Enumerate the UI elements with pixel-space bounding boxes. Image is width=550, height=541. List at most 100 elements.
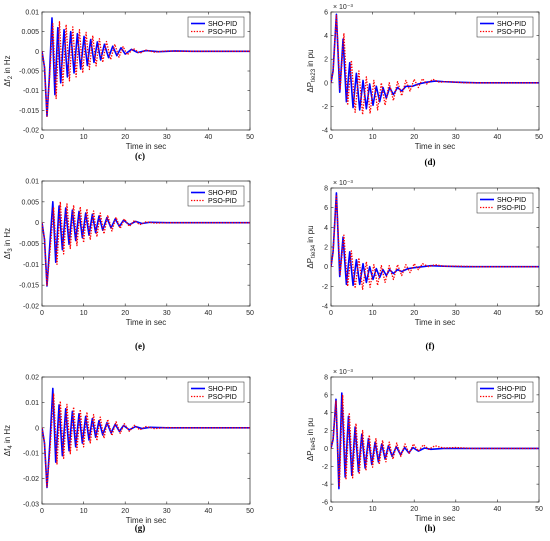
y-tick-label: -2	[322, 104, 328, 111]
y-tick-label: 0.005	[21, 199, 39, 206]
y-tick-label: 2	[324, 428, 328, 435]
y-exponent-label: × 10⁻³	[333, 180, 354, 187]
y-axis-label: Δf4 in Hz	[3, 425, 14, 456]
y-tick-label: 0.02	[25, 375, 39, 382]
y-exponent-label: × 10⁻³	[333, 369, 354, 376]
y-tick-label: -0.02	[23, 128, 39, 135]
y-axis-label-sub: tie45	[311, 437, 317, 451]
legend-box	[476, 192, 534, 214]
x-tick-label: 50	[535, 310, 543, 317]
chart-panel-e: 0 10 20 30 40 50 -0.02 -0.015 -0.01 -0.005 0 0.005 0…	[3, 179, 254, 352]
x-tick-label: 40	[205, 508, 213, 515]
y-axis-label-tail: in pu	[306, 225, 315, 245]
x-tick-label: 50	[246, 310, 254, 317]
y-axis-label-sub: tie34	[311, 244, 317, 258]
x-tick-label: 10	[80, 508, 88, 515]
panel-caption: (g)	[135, 523, 146, 533]
y-tick-label: 6	[324, 205, 328, 212]
y-axis-label: Δf3 in Hz	[3, 228, 14, 259]
y-axis-label-tail: in pu	[306, 49, 315, 69]
x-tick-label: 0	[329, 506, 333, 513]
legend-label-sho-pid: SHO-PID	[497, 21, 526, 28]
y-axis-label-main: ΔP	[306, 258, 315, 269]
y-tick-label: 0	[35, 425, 39, 432]
x-tick-label: 0	[40, 310, 44, 317]
series-line-sho-pid	[42, 387, 250, 489]
x-tick-label: 20	[410, 134, 418, 141]
y-exponent-label: × 10⁻³	[333, 4, 354, 11]
y-tick-label: -2	[322, 464, 328, 471]
x-tick-label: 20	[121, 134, 129, 141]
chart-panel-d: 0 10 20 30 40 50 -4 -2 0 2 4 6 × 10⁻³ Time in sec ΔPti…	[306, 4, 543, 167]
legend-label-pso-pid: PSO-PID	[208, 394, 237, 401]
y-axis-label: ΔPtie34 in pu	[306, 225, 317, 268]
y-tick-label: 6	[324, 10, 328, 17]
x-tick-label: 20	[121, 508, 129, 515]
y-tick-label: 0	[35, 49, 39, 56]
x-tick-label: 10	[80, 310, 88, 317]
x-axis-label: Time in sec	[126, 318, 167, 327]
y-tick-label: 0.01	[25, 10, 39, 17]
series-line-pso-pid	[42, 21, 250, 117]
y-tick-label: 4	[324, 410, 328, 417]
x-tick-label: 30	[452, 506, 460, 513]
x-tick-label: 30	[163, 310, 171, 317]
y-tick-label: -0.02	[23, 304, 39, 311]
x-tick-label: 10	[369, 310, 377, 317]
x-axis-label: Time in sec	[126, 142, 167, 151]
series-line-pso-pid	[331, 194, 539, 290]
y-axis-label-tail: in pu	[306, 418, 315, 438]
y-tick-label: -0.03	[23, 502, 39, 509]
y-tick-label: 8	[324, 375, 328, 382]
chart-panel-g: 0 10 20 30 40 50 -0.03 -0.02 -0.01 0 0.01 0.02 Time …	[3, 375, 254, 534]
legend-label-pso-pid: PSO-PID	[208, 29, 237, 36]
legend-label-pso-pid: PSO-PID	[497, 205, 526, 212]
x-tick-label: 0	[329, 310, 333, 317]
y-tick-label: 0.01	[25, 179, 39, 186]
x-tick-label: 30	[452, 134, 460, 141]
y-axis-label-main: ΔP	[306, 82, 315, 93]
panel-caption: (e)	[135, 341, 145, 351]
chart-panel-h: 0 10 20 30 40 50 -6 -4 -2 0 2 4 6 8 × 10⁻³ Time in sec Δ…	[306, 369, 543, 533]
y-tick-label: 4	[324, 33, 328, 40]
series-line-pso-pid	[331, 14, 539, 116]
x-tick-label: 50	[535, 506, 543, 513]
y-tick-label: 0	[324, 80, 328, 87]
x-tick-label: 0	[40, 508, 44, 515]
panel-caption: (h)	[425, 523, 436, 533]
y-tick-label: -4	[322, 482, 328, 489]
legend-label-pso-pid: PSO-PID	[208, 198, 237, 205]
y-axis-label-sub: 2	[8, 75, 14, 79]
legend-box	[476, 381, 534, 403]
legend-label-sho-pid: SHO-PID	[208, 190, 237, 197]
x-tick-label: 20	[121, 310, 129, 317]
legend-box	[187, 185, 245, 207]
x-tick-label: 50	[535, 134, 543, 141]
y-tick-label: 0.01	[25, 400, 39, 407]
y-tick-label: -0.02	[23, 476, 39, 483]
series-line-pso-pid	[42, 392, 250, 488]
x-tick-label: 20	[410, 310, 418, 317]
x-tick-label: 30	[452, 310, 460, 317]
y-tick-label: 0.005	[21, 29, 39, 36]
legend-label-sho-pid: SHO-PID	[208, 386, 237, 393]
y-tick-label: 0	[324, 446, 328, 453]
y-tick-label: 8	[324, 186, 328, 193]
y-axis-label: Δf2 in Hz	[3, 55, 14, 86]
y-tick-label: -0.01	[23, 262, 39, 269]
panel-caption: (d)	[425, 157, 436, 167]
panel-caption: (f)	[426, 341, 435, 351]
y-axis-label-tail: in Hz	[3, 55, 12, 75]
x-tick-label: 40	[494, 134, 502, 141]
y-axis-label-sub: 3	[8, 248, 14, 252]
y-axis-label-main: Δf	[3, 251, 12, 259]
legend-label-sho-pid: SHO-PID	[497, 197, 526, 204]
y-tick-label: 0	[35, 220, 39, 227]
x-axis-label: Time in sec	[415, 318, 456, 327]
panel-caption: (c)	[135, 151, 145, 161]
y-axis-label: ΔPtie23 in pu	[306, 49, 317, 92]
x-tick-label: 10	[369, 134, 377, 141]
legend-label-pso-pid: PSO-PID	[497, 394, 526, 401]
y-tick-label: -0.015	[19, 283, 39, 290]
chart-panel-f: 0 10 20 30 40 50 -4 -2 0 2 4 6 8 × 10⁻³ Time in sec ΔPt…	[306, 180, 543, 351]
